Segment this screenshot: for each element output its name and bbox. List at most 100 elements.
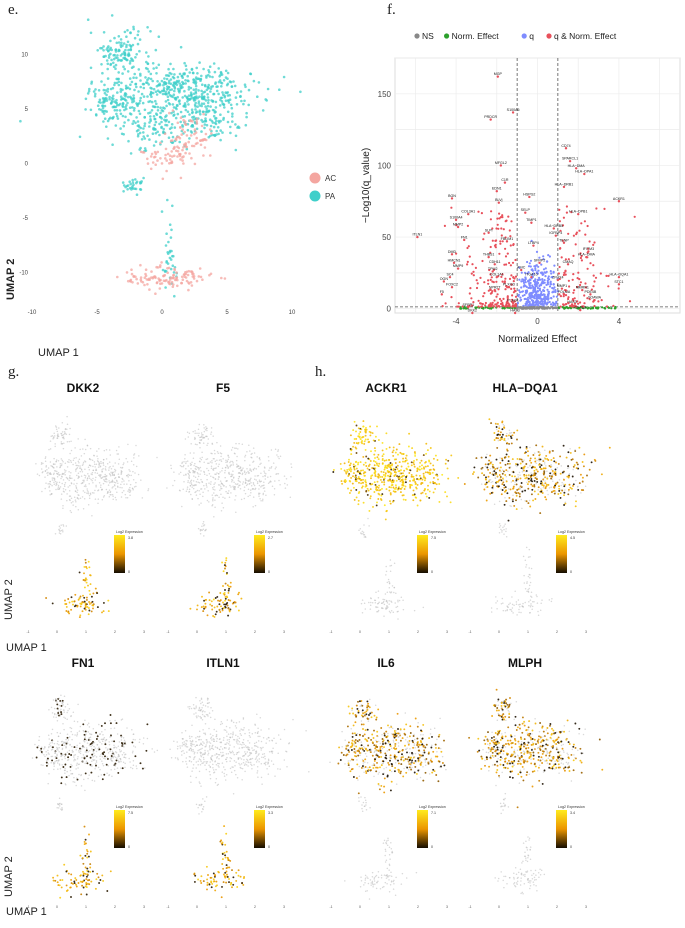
feature-plot-point — [109, 473, 111, 475]
volcano-point-q — [547, 254, 549, 256]
volcano-point-q-norm-effect — [476, 279, 478, 281]
feature-plot-point — [353, 467, 355, 469]
umap-point-pa — [184, 79, 187, 82]
umap-point-pa — [127, 96, 130, 99]
umap-point-ac — [173, 274, 176, 277]
feature-plot-point — [389, 611, 391, 613]
volcano-gene-label: HLA−DMA — [578, 253, 596, 257]
feature-plot-point — [185, 468, 187, 470]
feature-plot-point — [511, 442, 513, 444]
feature-plot-point — [189, 475, 191, 477]
feature-plot-point — [69, 453, 71, 455]
feature-plot-point — [560, 485, 562, 487]
feature-plot-point — [418, 469, 420, 471]
umap-point-pa — [157, 109, 160, 112]
umap-point-pa — [177, 113, 180, 116]
volcano-point-q-norm-effect — [634, 216, 636, 218]
volcano-point-q-norm-effect — [480, 303, 482, 305]
feature-plot-point — [486, 454, 488, 456]
umap-point-pa — [120, 90, 123, 93]
feature-plot-point — [530, 582, 532, 584]
volcano-point-q — [530, 260, 532, 262]
feature-plot-point — [187, 482, 189, 484]
volcano-point-ns — [524, 307, 526, 309]
feature-plot-point — [500, 525, 502, 527]
feature-plot-point — [530, 476, 532, 478]
feature-plot-point — [71, 497, 73, 499]
feature-plot-point — [391, 610, 393, 612]
volcano-gene-label: TIMP1 — [526, 218, 537, 222]
feature-plot-point — [374, 472, 376, 474]
umap-point-pa — [122, 181, 125, 184]
feature-plot-point — [183, 461, 185, 463]
umap-point-pa — [100, 80, 103, 83]
umap-point-pa — [200, 75, 203, 78]
umap-point-pa — [123, 51, 126, 54]
feature-plot-point — [572, 476, 574, 478]
feature-plot-point — [230, 486, 232, 488]
feature-plot-point — [245, 473, 247, 475]
feature-plot-point — [199, 493, 201, 495]
umap-point-pa — [215, 130, 218, 133]
feature-plot-point — [382, 455, 384, 457]
umap-point-pa — [168, 121, 171, 124]
feature-plot-point — [232, 479, 234, 481]
feature-plot-point — [256, 468, 258, 470]
feature-plot-point — [55, 461, 57, 463]
feature-legend-title: Log2 Expression — [256, 530, 283, 534]
umap-point-pa — [134, 178, 137, 181]
umap-point-ac — [116, 276, 119, 279]
feature-plot-point — [285, 487, 287, 489]
feature-plot-point — [428, 461, 430, 463]
feature-plot-point — [536, 459, 538, 461]
feature-plot-point — [582, 481, 584, 483]
feature-plot-point — [114, 481, 116, 483]
feature-plot-point — [537, 451, 539, 453]
feature-plot-point — [182, 489, 184, 491]
feature-legend-title: Log2 Expression — [419, 530, 446, 534]
feature-plot-point — [64, 474, 66, 476]
feature-plot-point — [65, 429, 67, 431]
feature-plot-point — [287, 484, 289, 486]
feature-plot-point — [185, 461, 187, 463]
feature-plot-point — [398, 443, 400, 445]
feature-plot-point — [104, 474, 106, 476]
feature-plot-point — [96, 464, 98, 466]
feature-plot-point — [259, 479, 261, 481]
feature-plot-point — [191, 464, 193, 466]
volcano-point-q-norm-effect — [495, 281, 497, 283]
umap-point-pa — [144, 122, 147, 125]
feature-plot-point — [421, 482, 423, 484]
umap-point-pa — [198, 61, 201, 64]
umap-point-pa — [153, 106, 156, 109]
umap-point-ac — [140, 276, 143, 279]
feature-plot-point — [524, 582, 526, 584]
feature-plot-point — [252, 488, 254, 490]
umap-point-pa — [129, 96, 132, 99]
feature-plot-point — [365, 484, 367, 486]
feature-plot-point — [409, 484, 411, 486]
feature-plot-point — [118, 473, 120, 475]
feature-plot-point — [112, 473, 114, 475]
umap-point-pa — [179, 87, 182, 90]
feature-plot-point — [207, 490, 209, 492]
feature-plot-point — [402, 458, 404, 460]
feature-plot-point — [63, 438, 65, 440]
feature-plot-point — [356, 468, 358, 470]
volcano-point-q-norm-effect — [499, 298, 501, 300]
feature-plot-point — [415, 483, 417, 485]
volcano-gene-label: ITLN1 — [412, 233, 422, 237]
umap-point-pa — [163, 87, 166, 90]
feature-plot-point — [551, 472, 553, 474]
volcano-point-q — [528, 280, 530, 282]
volcano-point-q-norm-effect — [504, 288, 506, 290]
feature-plot-point — [89, 495, 91, 497]
feature-plot-point — [564, 489, 566, 491]
feature-plot-xtick: 2 — [417, 630, 419, 634]
feature-plot-point — [198, 504, 200, 506]
feature-plot-point — [427, 489, 429, 491]
feature-plot-point — [528, 567, 530, 569]
volcano-point-q — [550, 272, 552, 274]
feature-plot-point — [210, 433, 212, 435]
feature-plot-point — [50, 473, 52, 475]
